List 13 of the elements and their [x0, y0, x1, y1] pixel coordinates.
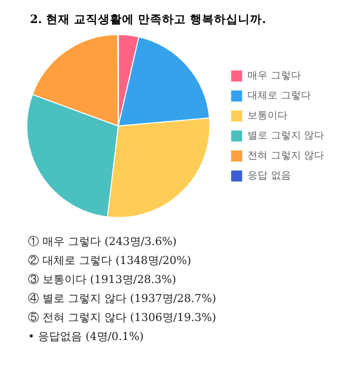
- legend-label: 별로 그렇지 않다: [248, 130, 324, 142]
- legend-label: 매우 그렇다: [248, 70, 301, 82]
- text: ② 대체로 그렇다 (1348명/20%): [28, 253, 192, 269]
- text: • 응답없음 (4명/0.1%): [28, 329, 145, 345]
- text: ⑤ 전혀 그렇지 않다 (1306명/19.3%): [28, 310, 218, 326]
- text: ④ 별로 그렇지 않다 (1937명/28.7%): [28, 291, 218, 307]
- legend-label: 응답 없음: [248, 170, 291, 182]
- legend-label: 전혀 그렇지 않다: [248, 150, 324, 162]
- text: ③ 보통이다 (1913명/28.3%): [28, 272, 178, 288]
- chart-title: 2. 현재 교직생활에 만족하고 행복하십니까.: [29, 11, 268, 26]
- legend-label: 보통이다: [248, 110, 288, 122]
- legend-label: 대체로 그렇다: [248, 90, 311, 102]
- text: ① 매우 그렇다 (243명/3.6%): [28, 234, 178, 250]
